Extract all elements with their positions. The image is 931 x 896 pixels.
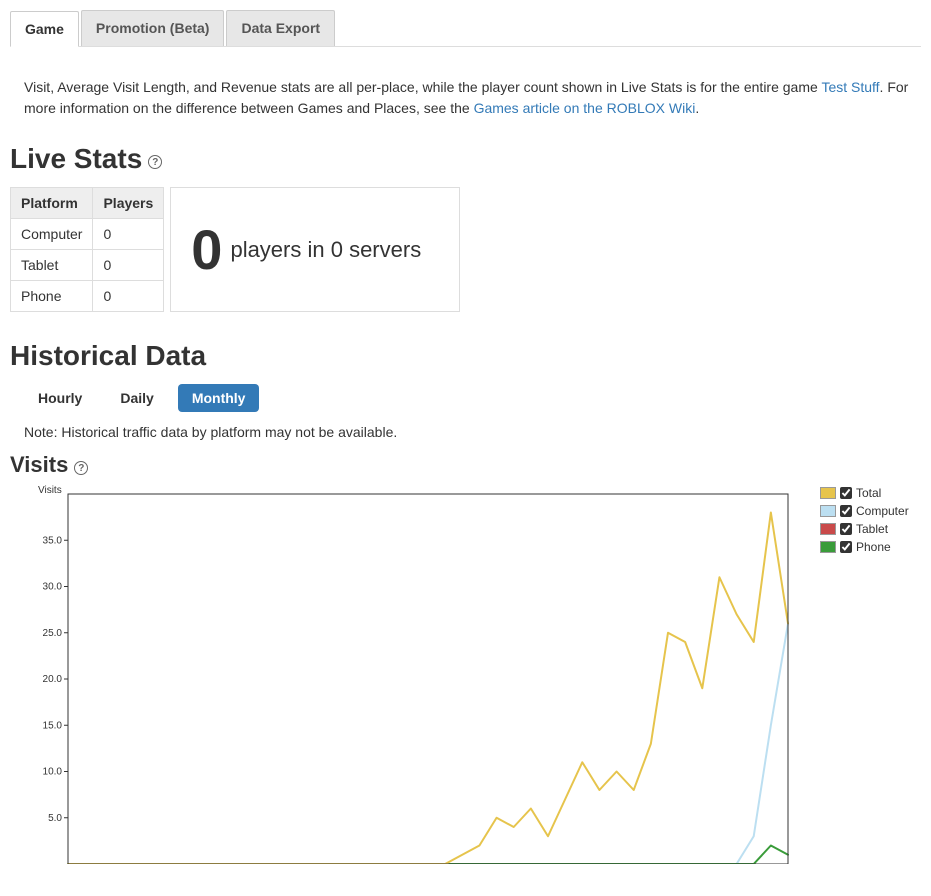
help-icon[interactable]: ? bbox=[148, 155, 162, 169]
visits-chart-wrap: Visits 5.0 10.0 15.0 20.0 25.0 30.0 35.0 Total … bbox=[10, 484, 921, 864]
summary-box: 0 players in 0 servers bbox=[170, 187, 460, 312]
col-players: Players bbox=[93, 188, 164, 219]
cell-platform: Phone bbox=[11, 281, 93, 312]
table-row: Phone 0 bbox=[11, 281, 164, 312]
cell-players: 0 bbox=[93, 250, 164, 281]
svg-text:25.0: 25.0 bbox=[43, 628, 63, 639]
link-wiki[interactable]: Games article on the ROBLOX Wiki bbox=[474, 100, 696, 116]
legend-label: Computer bbox=[856, 504, 909, 518]
info-post: . bbox=[695, 100, 699, 116]
ts-hourly[interactable]: Hourly bbox=[24, 384, 96, 412]
live-stats-title-text: Live Stats bbox=[10, 143, 142, 175]
info-pre: Visit, Average Visit Length, and Revenue… bbox=[24, 79, 821, 95]
live-stats-title: Live Stats ? bbox=[10, 143, 921, 175]
cell-platform: Tablet bbox=[11, 250, 93, 281]
legend-item-computer: Computer bbox=[820, 504, 909, 518]
help-icon[interactable]: ? bbox=[74, 461, 88, 475]
cell-players: 0 bbox=[93, 219, 164, 250]
svg-text:5.0: 5.0 bbox=[48, 813, 62, 824]
visits-chart-title: Visits ? bbox=[10, 452, 921, 478]
legend-swatch bbox=[820, 541, 836, 553]
legend-swatch bbox=[820, 523, 836, 535]
tab-data-export[interactable]: Data Export bbox=[226, 10, 335, 46]
timescale-group: Hourly Daily Monthly bbox=[24, 384, 921, 412]
ts-daily[interactable]: Daily bbox=[106, 384, 167, 412]
platform-table: Platform Players Computer 0 Tablet 0 Pho… bbox=[10, 187, 164, 312]
visits-legend: Total Computer Tablet Phone bbox=[820, 486, 909, 554]
svg-text:15.0: 15.0 bbox=[43, 720, 63, 731]
col-platform: Platform bbox=[11, 188, 93, 219]
legend-swatch bbox=[820, 505, 836, 517]
cell-platform: Computer bbox=[11, 219, 93, 250]
historical-note: Note: Historical traffic data by platfor… bbox=[24, 424, 921, 440]
svg-text:20.0: 20.0 bbox=[43, 674, 63, 685]
legend-checkbox-phone[interactable] bbox=[840, 541, 852, 553]
historical-title: Historical Data bbox=[10, 340, 921, 372]
svg-text:35.0: 35.0 bbox=[43, 535, 63, 546]
table-row: Tablet 0 bbox=[11, 250, 164, 281]
svg-text:Visits: Visits bbox=[38, 485, 62, 496]
content-area: Visit, Average Visit Length, and Revenue… bbox=[0, 47, 931, 864]
legend-item-total: Total bbox=[820, 486, 909, 500]
legend-checkbox-total[interactable] bbox=[840, 487, 852, 499]
tab-bar: Game Promotion (Beta) Data Export bbox=[10, 10, 921, 47]
legend-checkbox-computer[interactable] bbox=[840, 505, 852, 517]
summary-player-count: 0 bbox=[191, 222, 222, 278]
legend-label: Phone bbox=[856, 540, 891, 554]
legend-label: Total bbox=[856, 486, 881, 500]
tab-promotion[interactable]: Promotion (Beta) bbox=[81, 10, 225, 46]
svg-text:10.0: 10.0 bbox=[43, 767, 63, 778]
legend-swatch bbox=[820, 487, 836, 499]
legend-checkbox-tablet[interactable] bbox=[840, 523, 852, 535]
ts-monthly[interactable]: Monthly bbox=[178, 384, 260, 412]
visits-chart: Visits 5.0 10.0 15.0 20.0 25.0 30.0 35.0 bbox=[10, 484, 790, 864]
table-row: Computer 0 bbox=[11, 219, 164, 250]
legend-item-phone: Phone bbox=[820, 540, 909, 554]
cell-players: 0 bbox=[93, 281, 164, 312]
link-game-name[interactable]: Test Stuff bbox=[821, 79, 879, 95]
tab-game[interactable]: Game bbox=[10, 11, 79, 47]
legend-label: Tablet bbox=[856, 522, 888, 536]
visits-chart-title-text: Visits bbox=[10, 452, 68, 478]
live-stats-row: Platform Players Computer 0 Tablet 0 Pho… bbox=[10, 187, 921, 312]
info-text: Visit, Average Visit Length, and Revenue… bbox=[10, 67, 921, 129]
legend-item-tablet: Tablet bbox=[820, 522, 909, 536]
svg-text:30.0: 30.0 bbox=[43, 582, 63, 593]
summary-text: players in 0 servers bbox=[230, 237, 421, 263]
historical-title-text: Historical Data bbox=[10, 340, 206, 372]
